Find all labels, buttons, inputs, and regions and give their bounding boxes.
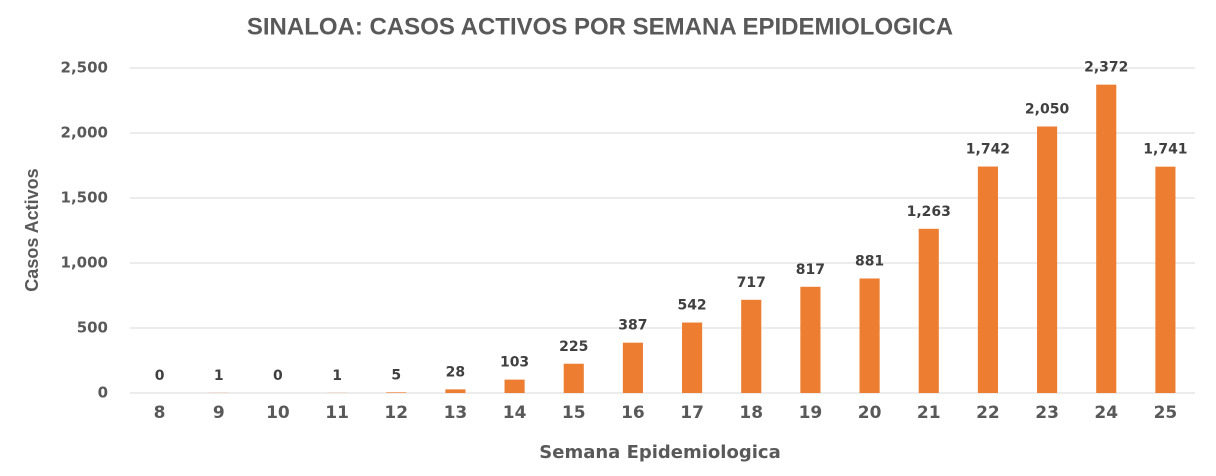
bar	[800, 286, 821, 393]
bar	[445, 389, 466, 393]
data-label: 1,263	[907, 204, 951, 220]
y-tick-label: 1,500	[61, 189, 108, 207]
data-label: 2,050	[1025, 102, 1070, 118]
chart-title: SINALOA: CASOS ACTIVOS POR SEMANA EPIDEM…	[247, 13, 953, 40]
data-label: 542	[677, 298, 706, 314]
x-tick-label: 17	[680, 403, 704, 423]
bar	[1037, 126, 1058, 393]
bar	[918, 228, 939, 393]
bar	[563, 363, 584, 393]
x-tick-label: 16	[621, 403, 645, 423]
x-tick-label: 23	[1035, 403, 1059, 423]
x-tick-label: 11	[325, 403, 349, 423]
x-tick-label: 25	[1154, 403, 1178, 423]
x-tick-label: 24	[1094, 403, 1118, 423]
data-label: 225	[559, 339, 588, 355]
x-tick-label: 12	[384, 403, 408, 423]
data-label: 5	[391, 367, 401, 383]
x-tick-label: 10	[266, 403, 290, 423]
x-tick-label: 14	[503, 403, 527, 423]
bar	[1096, 84, 1117, 393]
data-label: 817	[796, 262, 825, 278]
data-label: 1,742	[966, 142, 1010, 158]
x-tick-label: 18	[739, 403, 763, 423]
data-label: 103	[500, 355, 529, 371]
x-tick-label: 9	[213, 403, 225, 423]
x-tick-label: 8	[154, 403, 166, 423]
data-label: 28	[446, 364, 465, 380]
y-axis-label: Casos Activos	[22, 168, 42, 291]
data-label: 1	[214, 368, 224, 384]
data-label: 881	[855, 253, 884, 269]
bar	[504, 379, 525, 393]
bar	[859, 278, 880, 393]
bar	[386, 392, 407, 393]
x-tick-label: 20	[858, 403, 882, 423]
data-label: 0	[155, 368, 165, 384]
x-tick-label: 13	[444, 403, 468, 423]
bar	[622, 342, 643, 393]
x-axis-label: Semana Epidemiologica	[539, 442, 780, 463]
bar	[741, 299, 762, 393]
data-label: 387	[618, 318, 647, 334]
x-tick-label: 21	[917, 403, 941, 423]
y-tick-label: 0	[98, 384, 108, 402]
data-label: 1	[332, 368, 342, 384]
x-tick-label: 22	[976, 403, 1000, 423]
y-tick-label: 1,000	[61, 254, 108, 272]
data-label: 0	[273, 368, 283, 384]
data-label: 717	[737, 275, 766, 291]
y-tick-label: 2,500	[61, 59, 108, 77]
y-tick-label: 500	[77, 319, 108, 337]
y-tick-label: 2,000	[61, 124, 108, 142]
bar	[682, 322, 703, 393]
data-label: 1,741	[1143, 142, 1187, 158]
bar	[977, 166, 998, 393]
x-tick-label: 19	[799, 403, 823, 423]
x-tick-label: 15	[562, 403, 586, 423]
bar	[1155, 166, 1176, 393]
data-label: 2,372	[1084, 60, 1128, 76]
